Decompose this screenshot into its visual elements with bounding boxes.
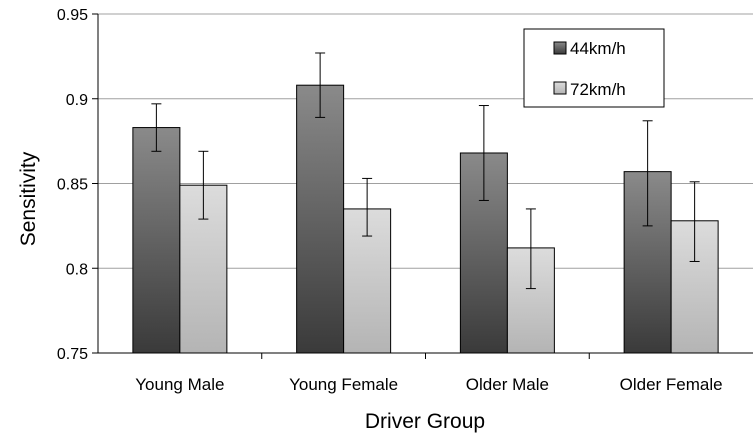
legend-swatch-44 bbox=[553, 41, 567, 55]
y-tick-label: 0.95 bbox=[57, 7, 88, 24]
y-tick-label: 0.8 bbox=[66, 261, 88, 278]
y-tick-label: 0.85 bbox=[57, 177, 88, 194]
legend-label-44: 44km/h bbox=[570, 39, 626, 58]
x-tick-label: Young Female bbox=[289, 375, 398, 394]
axes bbox=[92, 13, 753, 359]
x-tick-label: Young Male bbox=[135, 375, 224, 394]
y-tick-label: 0.9 bbox=[66, 92, 88, 109]
x-axis-title: Driver Group bbox=[365, 410, 485, 433]
tick-labels: 0.75 0.8 0.85 0.9 0.95 Young Male Young Female… bbox=[57, 7, 723, 394]
x-tick-label: Older Male bbox=[466, 375, 549, 394]
bar-44kmh bbox=[296, 84, 345, 354]
legend-label-72: 72km/h bbox=[570, 80, 626, 99]
legend: 44km/h 72km/h bbox=[523, 28, 665, 108]
legend-swatch-72 bbox=[553, 81, 567, 95]
y-axis-title: Sensitivity bbox=[17, 151, 40, 246]
bar-44kmh bbox=[132, 127, 181, 354]
y-tick-label: 0.75 bbox=[57, 346, 88, 363]
x-tick-label: Older Female bbox=[620, 375, 723, 394]
legend-box bbox=[523, 28, 665, 108]
